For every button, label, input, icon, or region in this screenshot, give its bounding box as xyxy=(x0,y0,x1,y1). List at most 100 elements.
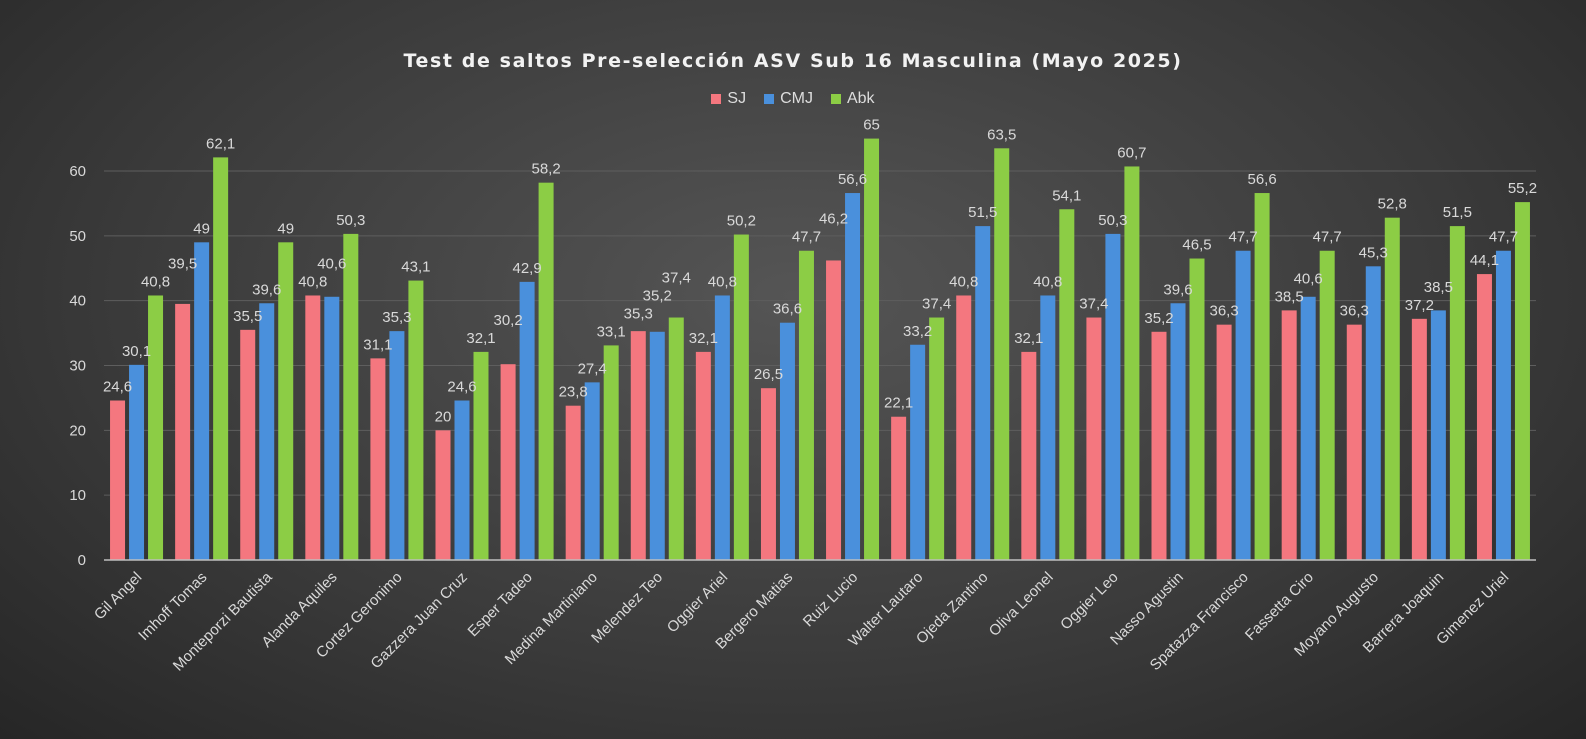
legend-swatch-cmj xyxy=(764,94,775,104)
data-label: 40,8 xyxy=(1033,273,1062,290)
data-label: 40,8 xyxy=(949,273,978,290)
bar-abk xyxy=(929,317,945,560)
bar-abk xyxy=(408,280,424,560)
data-label: 35,3 xyxy=(382,309,411,326)
bar-abk xyxy=(213,157,229,560)
y-tick-label: 0 xyxy=(78,552,86,569)
bar-sj xyxy=(695,351,711,560)
bar-abk xyxy=(1059,209,1075,561)
bar-cmj xyxy=(519,281,535,560)
data-label: 38,5 xyxy=(1424,279,1453,296)
data-label: 50,3 xyxy=(1098,212,1127,229)
data-label: 51,5 xyxy=(1443,204,1472,221)
y-tick-label: 60 xyxy=(69,163,86,180)
x-tick-label: Esper Tadeo xyxy=(465,569,536,640)
data-label: 60,7 xyxy=(1117,144,1146,161)
data-label: 49 xyxy=(193,220,210,237)
bar-cmj xyxy=(584,382,600,560)
bar-abk xyxy=(864,138,880,561)
bar-sj xyxy=(956,295,972,560)
bar-cmj xyxy=(1430,310,1446,560)
bar-sj xyxy=(1086,317,1102,560)
legend-label-abk: Abk xyxy=(846,90,875,107)
y-tick-label: 40 xyxy=(69,293,86,310)
bar-cmj xyxy=(324,296,340,560)
bar-abk xyxy=(798,250,814,560)
data-label: 23,8 xyxy=(559,384,588,401)
x-tick-label: Ruiz Lucio xyxy=(800,569,862,631)
legend-item-sj: SJ xyxy=(711,90,746,108)
data-label: 55,2 xyxy=(1508,180,1537,197)
data-label: 33,1 xyxy=(597,323,626,340)
y-tick-label: 30 xyxy=(69,358,86,375)
bar-cmj xyxy=(259,303,275,560)
data-label: 31,1 xyxy=(363,336,392,353)
bar-abk xyxy=(603,345,619,560)
bar-sj xyxy=(1476,274,1492,560)
bar-cmj xyxy=(194,242,210,561)
chart-title: Test de saltos Pre-selección ASV Sub 16 … xyxy=(403,50,1183,72)
bar-cmj xyxy=(1300,296,1316,560)
bar-abk xyxy=(1254,193,1270,560)
data-label: 32,1 xyxy=(1014,330,1043,347)
bar-cmj xyxy=(1170,303,1186,560)
data-label: 52,8 xyxy=(1378,196,1407,213)
bar-cmj xyxy=(1495,250,1511,560)
bar-cmj xyxy=(129,364,145,560)
data-label: 20 xyxy=(435,408,452,425)
bar-sj xyxy=(630,331,646,560)
bar-sj xyxy=(565,405,581,560)
bar-abk xyxy=(994,148,1010,560)
bar-abk xyxy=(538,182,554,561)
bar-abk xyxy=(1124,166,1140,560)
bar-cmj xyxy=(389,331,405,560)
bar-sj xyxy=(1346,324,1362,560)
bar-sj xyxy=(110,400,126,560)
data-label: 22,1 xyxy=(884,395,913,412)
data-label: 65 xyxy=(863,117,880,134)
bar-sj xyxy=(305,295,321,560)
bar-sj xyxy=(891,416,907,560)
bar-abk xyxy=(733,234,749,560)
data-label: 33,2 xyxy=(903,323,932,340)
data-label: 51,5 xyxy=(968,204,997,221)
bar-sj xyxy=(1216,324,1232,560)
data-label: 56,6 xyxy=(838,171,867,188)
bar-abk xyxy=(1449,226,1465,560)
bar-abk xyxy=(1319,250,1335,560)
bar-abk xyxy=(148,295,164,560)
bar-sj xyxy=(1411,318,1427,560)
bar-cmj xyxy=(975,226,991,560)
data-label: 24,6 xyxy=(447,379,476,396)
data-label: 37,2 xyxy=(1405,297,1434,314)
bar-cmj xyxy=(1365,266,1381,560)
data-label: 40,6 xyxy=(1294,270,1323,287)
bar-cmj xyxy=(1105,233,1121,560)
bar-abk xyxy=(343,233,359,560)
bar-abk xyxy=(668,317,684,560)
data-label: 39,6 xyxy=(252,281,281,298)
data-label: 58,2 xyxy=(531,161,560,178)
x-tick-label: Oggier Leo xyxy=(1057,569,1122,634)
bar-sj xyxy=(1021,351,1037,560)
data-label: 37,4 xyxy=(662,269,691,286)
data-label: 35,3 xyxy=(624,305,653,322)
bar-sj xyxy=(370,358,386,560)
data-label: 39,5 xyxy=(168,255,197,272)
data-label: 40,8 xyxy=(298,273,327,290)
legend-item-abk: Abk xyxy=(830,90,875,108)
data-label: 37,4 xyxy=(1079,296,1108,313)
bar-abk xyxy=(278,242,294,561)
data-label: 30,2 xyxy=(493,312,522,329)
data-label: 49 xyxy=(277,220,294,237)
bar-sj xyxy=(760,388,776,560)
data-label: 47,7 xyxy=(792,229,821,246)
bar-cmj xyxy=(910,344,926,560)
data-label: 62,1 xyxy=(206,135,235,152)
x-tick-label: Oggier Ariel xyxy=(664,569,731,636)
data-label: 45,3 xyxy=(1359,244,1388,261)
data-label: 47,7 xyxy=(1313,229,1342,246)
data-label: 46,5 xyxy=(1182,237,1211,254)
data-label: 36,3 xyxy=(1340,303,1369,320)
data-label: 26,5 xyxy=(754,366,783,383)
